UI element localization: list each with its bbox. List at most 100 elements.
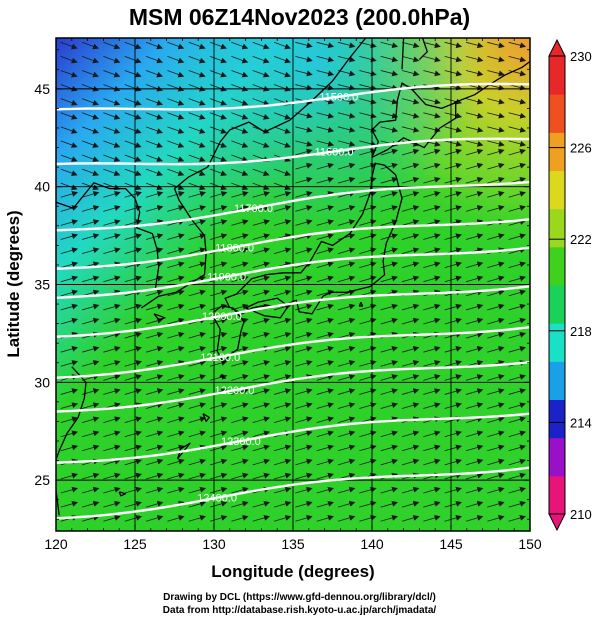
- wind-arrow: [124, 126, 142, 134]
- wind-arrow: [81, 416, 100, 424]
- wind-arrow: [508, 402, 526, 409]
- wind-arrow: [359, 148, 377, 156]
- wind-arrow: [465, 472, 484, 480]
- wind-arrow: [252, 56, 270, 64]
- wind-arrow: [209, 472, 228, 480]
- colorbar-segment: [549, 132, 565, 171]
- wind-arrow: [444, 140, 463, 147]
- wind-arrow: [167, 331, 185, 339]
- coastline: [219, 374, 226, 380]
- coastline: [153, 313, 166, 321]
- wind-arrow: [145, 233, 164, 240]
- wind-arrow: [252, 140, 270, 148]
- wind-arrow: [209, 458, 228, 466]
- wind-arrow: [508, 515, 526, 522]
- wind-arrow: [103, 191, 121, 198]
- wind-arrow: [359, 176, 377, 184]
- wind-arrow: [252, 70, 270, 78]
- wind-arrow: [81, 303, 100, 311]
- wind-arrow: [359, 275, 377, 283]
- wind-arrow: [487, 331, 505, 339]
- wind-arrow: [444, 500, 462, 508]
- wind-arrow: [124, 458, 143, 466]
- wind-arrow: [167, 56, 185, 64]
- wind-arrow: [487, 162, 505, 170]
- wind-arrow: [401, 233, 420, 240]
- x-tick-label: 140: [360, 536, 384, 552]
- wind-arrow: [295, 458, 313, 466]
- x-tick-label: 150: [518, 536, 542, 552]
- wind-arrow: [124, 317, 143, 325]
- wind-arrow: [103, 416, 121, 424]
- wind-arrow: [145, 374, 164, 381]
- wind-arrow: [252, 374, 271, 381]
- coastline: [224, 162, 403, 315]
- height-contour: [56, 412, 530, 464]
- wind-arrow: [487, 444, 505, 452]
- wind-arrow: [465, 162, 484, 170]
- wind-arrow: [188, 56, 206, 64]
- wind-arrow: [252, 360, 271, 367]
- wind-arrow: [444, 191, 462, 198]
- wind-arrow: [209, 205, 228, 212]
- wind-arrow: [508, 98, 527, 105]
- wind-arrow: [145, 416, 164, 424]
- wind-arrow: [337, 472, 356, 480]
- wind-arrow: [60, 112, 78, 120]
- wind-arrow: [487, 472, 505, 480]
- wind-arrow: [231, 41, 249, 50]
- colorbar-min-triangle: [548, 513, 566, 532]
- coastline: [401, 38, 405, 70]
- wind-arrow: [124, 247, 143, 254]
- wind-arrow: [337, 233, 356, 240]
- wind-arrow: [188, 303, 207, 311]
- wind-arrow: [252, 402, 271, 409]
- wind-arrow: [188, 247, 207, 254]
- wind-arrow: [423, 247, 441, 254]
- wind-arrow: [444, 205, 462, 212]
- wind-arrow: [295, 388, 313, 395]
- wind-arrow: [401, 176, 420, 184]
- wind-arrow: [145, 317, 164, 325]
- wind-arrow: [81, 168, 99, 177]
- wind-arrow: [359, 233, 377, 240]
- colorbar-segment: [549, 94, 565, 133]
- colorbar-max-triangle: [548, 38, 566, 57]
- credit-text: Drawing by DCL (https://www.gfd-dennou.o…: [0, 591, 599, 617]
- wind-arrow: [81, 70, 99, 78]
- wind-arrow: [103, 247, 121, 254]
- height-contour: [56, 360, 530, 413]
- wind-arrow: [465, 515, 484, 522]
- wind-arrow: [145, 140, 163, 148]
- colorbar-label: 222: [570, 232, 592, 247]
- wind-arrow: [209, 112, 227, 120]
- wind-arrow: [124, 303, 143, 311]
- colorbar-segment: [549, 170, 565, 210]
- wind-arrow: [60, 233, 79, 240]
- wind-arrow: [508, 112, 527, 119]
- wind-arrow: [295, 275, 313, 283]
- wind-arrow: [465, 112, 484, 119]
- wind-arrow: [231, 154, 249, 162]
- coastline: [371, 82, 457, 158]
- wind-arrow: [273, 472, 292, 480]
- wind-arrow: [124, 486, 143, 494]
- y-tick-label: 40: [34, 179, 50, 195]
- wind-arrow: [487, 345, 505, 353]
- wind-arrow: [231, 98, 249, 106]
- wind-arrow: [103, 458, 121, 466]
- wind-arrow: [167, 154, 185, 162]
- wind-arrow: [401, 205, 420, 212]
- wind-arrow: [401, 430, 420, 438]
- wind-arrow: [81, 140, 99, 148]
- wind-arrow: [337, 515, 356, 522]
- wind-arrow: [380, 486, 398, 494]
- wind-arrow: [103, 486, 121, 494]
- wind-arrow: [60, 70, 78, 78]
- wind-arrow: [465, 148, 484, 156]
- wind-arrow: [423, 275, 441, 283]
- wind-arrow: [231, 219, 249, 226]
- wind-arrow: [103, 303, 121, 311]
- wind-arrow: [188, 472, 207, 480]
- wind-arrow: [273, 345, 292, 353]
